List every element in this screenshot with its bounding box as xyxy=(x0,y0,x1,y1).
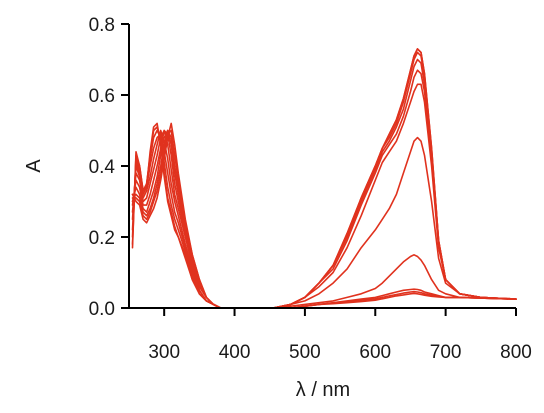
spectrum-5-vis-line xyxy=(272,136,517,309)
spectrum-3-vis-line xyxy=(272,292,517,309)
x-tick-label: 300 xyxy=(148,342,180,363)
y-tick-label: 0.8 xyxy=(89,15,115,36)
spectrum-10-vis-line xyxy=(272,48,517,309)
spectrum-4-vis-line xyxy=(272,254,517,309)
x-tick-label: 500 xyxy=(289,342,321,363)
x-axis-title: λ / nm xyxy=(296,379,350,401)
y-axis-ticks: 0.0 0.2 0.4 0.6 0.8 xyxy=(89,15,129,320)
spectrum-6-vis-line xyxy=(272,83,517,309)
series-layer xyxy=(131,48,517,309)
y-tick-label: 0.6 xyxy=(89,86,115,107)
x-tick-label: 800 xyxy=(500,342,532,363)
x-tick-label: 700 xyxy=(430,342,462,363)
y-tick-label: 0.0 xyxy=(89,299,115,320)
x-axis-ticks: 300 400 500 600 700 800 xyxy=(148,308,532,363)
spectrum-11-uv-line xyxy=(131,122,222,309)
y-tick-label: 0.2 xyxy=(89,228,115,249)
x-tick-label: 400 xyxy=(219,342,251,363)
spectrum-3-uv-line xyxy=(131,129,222,309)
spectrum-9-uv-line xyxy=(131,129,222,309)
y-axis-title: A xyxy=(23,159,45,173)
x-tick-label: 600 xyxy=(359,342,391,363)
spectrum-7-vis-line xyxy=(272,69,517,309)
y-tick-label: 0.4 xyxy=(89,157,116,178)
spectrum-11-vis-line xyxy=(272,48,517,309)
